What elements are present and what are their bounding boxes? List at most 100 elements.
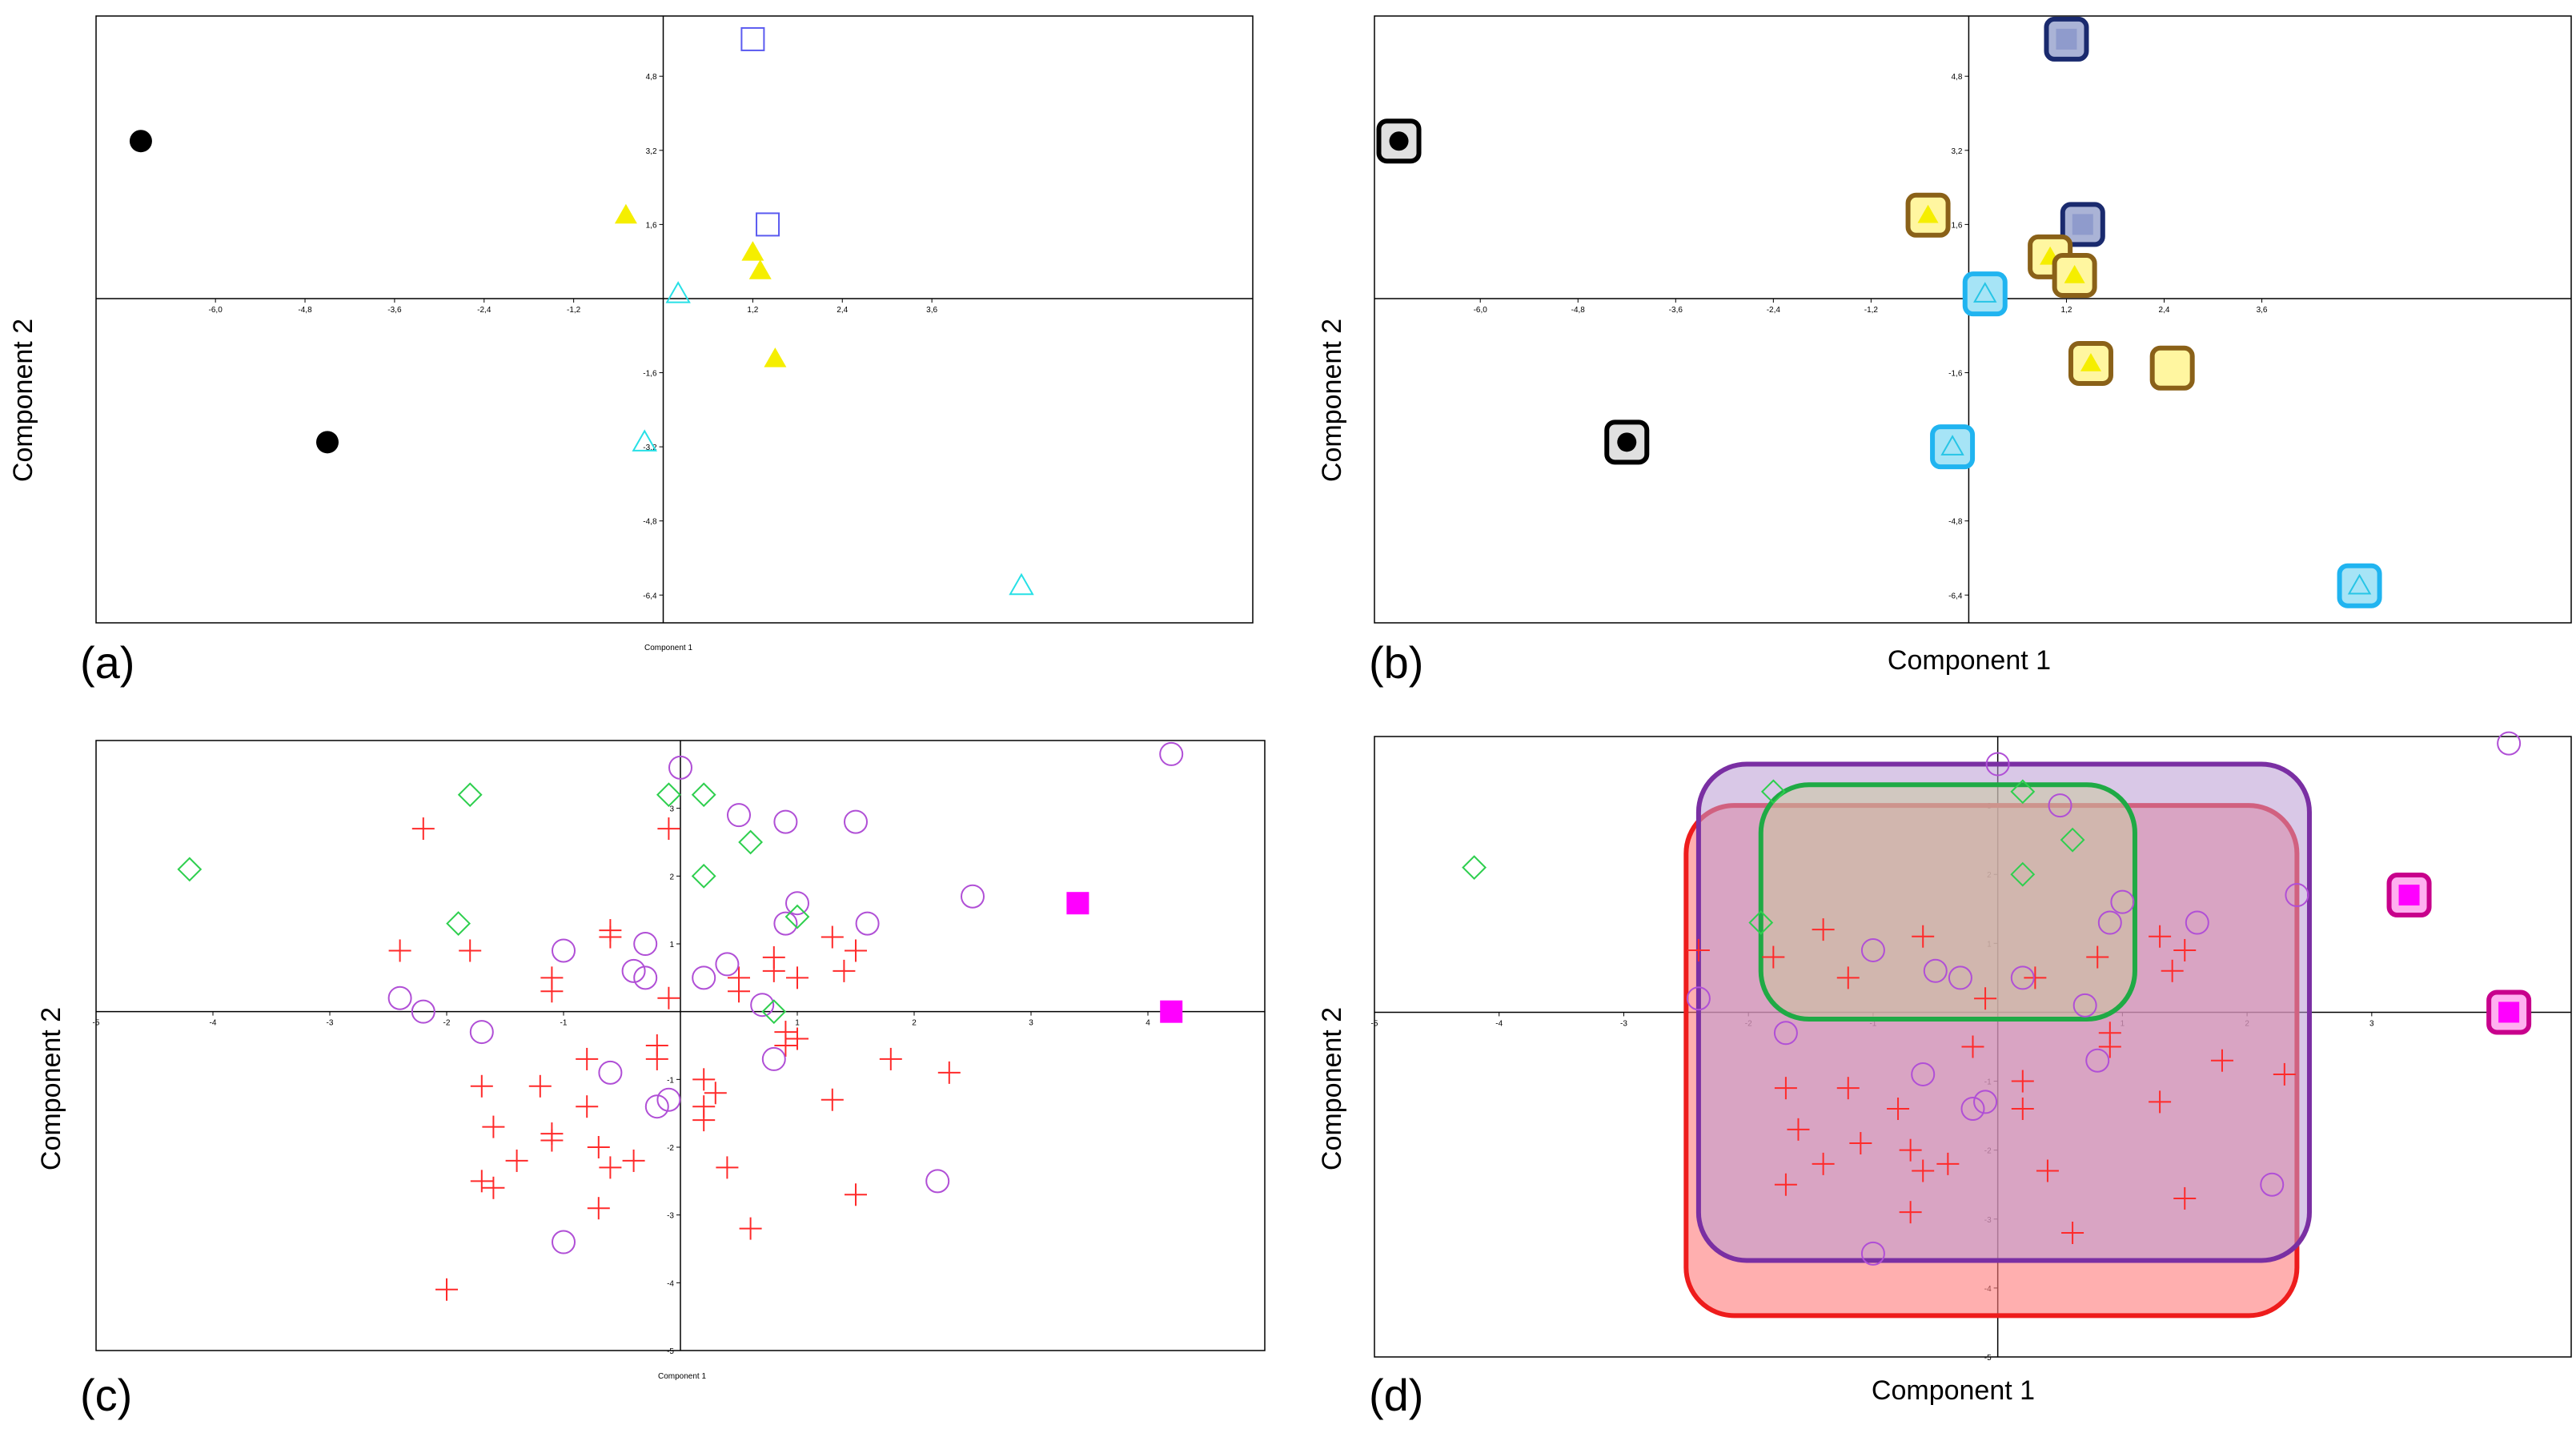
data-point	[1686, 986, 1711, 1011]
data-point	[665, 281, 691, 303]
y-tick-label: 2	[669, 873, 674, 881]
x-tick-label: 2,4	[837, 306, 848, 315]
data-point	[761, 1046, 786, 1071]
data-point	[937, 1061, 961, 1084]
data-point	[2497, 731, 2522, 756]
y-axis-label-b: Component 2	[1317, 319, 1347, 482]
data-point	[762, 959, 785, 982]
data-point	[1159, 741, 1184, 766]
y-tick-label: -2	[667, 1144, 674, 1153]
highlight-box	[2337, 563, 2382, 608]
data-point	[2273, 1062, 2296, 1086]
x-tick-label: -4,8	[1571, 306, 1586, 315]
data-point	[844, 809, 868, 834]
data-point	[2064, 265, 2085, 283]
x-tick-label: -5	[93, 1019, 100, 1028]
y-tick-label: -3	[667, 1212, 674, 1221]
data-point	[821, 925, 844, 949]
x-axis-label-b: Component 1	[1888, 645, 2051, 676]
data-point	[2080, 352, 2101, 371]
data-point	[925, 1169, 950, 1194]
data-point	[855, 911, 880, 936]
data-point	[656, 1087, 681, 1112]
y-tick-label: -1,6	[1948, 370, 1963, 379]
panel-label-c: (c)	[80, 1370, 132, 1420]
data-point	[784, 904, 810, 929]
data-point	[761, 999, 787, 1025]
data-point	[587, 1197, 610, 1220]
plot-frame	[1374, 15, 2572, 624]
data-point	[1836, 966, 1860, 989]
data-point	[1936, 1152, 1960, 1175]
data-point	[2285, 883, 2309, 908]
data-point	[446, 911, 471, 937]
data-point	[1774, 1077, 1797, 1100]
data-point	[645, 1047, 668, 1070]
panel-label-b: (b)	[1369, 637, 1423, 688]
data-point	[2072, 214, 2093, 235]
data-point	[599, 1156, 622, 1179]
data-point	[2173, 1186, 2197, 1210]
data-point	[2498, 1001, 2520, 1023]
data-point	[2098, 1035, 2121, 1058]
data-point	[1160, 1000, 1183, 1023]
y-tick-label: 1,6	[1952, 221, 1963, 230]
data-point	[435, 1278, 458, 1301]
data-point	[756, 212, 780, 237]
data-point	[1687, 938, 1710, 961]
data-point	[552, 938, 576, 963]
data-point	[2097, 910, 2122, 935]
x-tick-label: -1	[560, 1019, 568, 1028]
data-point	[2260, 1172, 2285, 1197]
data-point	[668, 755, 692, 780]
x-tick-label: -1,2	[567, 306, 581, 315]
data-point	[1773, 1021, 1798, 1046]
data-point	[961, 884, 985, 909]
data-point	[2149, 925, 2172, 948]
data-point	[1462, 855, 1487, 881]
data-point	[621, 958, 646, 983]
data-point	[727, 803, 751, 828]
x-tick-label: -4	[1495, 1019, 1503, 1028]
data-point	[1860, 1241, 1885, 1266]
data-point	[1762, 945, 1785, 969]
panel-label-a: (a)	[80, 637, 134, 688]
data-point	[1748, 910, 1774, 935]
data-point	[1912, 925, 1935, 948]
data-point	[1948, 965, 1972, 990]
data-point	[1066, 892, 1089, 915]
data-point	[1860, 937, 1885, 962]
data-point	[879, 1047, 902, 1070]
data-point	[614, 203, 637, 224]
data-point	[2056, 28, 2077, 50]
x-tick-label: 1	[795, 1019, 800, 1028]
data-point	[2085, 1048, 2110, 1073]
data-point	[1973, 282, 1997, 303]
x-tick-label: 2,4	[2159, 306, 2170, 315]
x-tick-label: 2	[912, 1019, 917, 1028]
data-point	[691, 863, 716, 889]
data-point	[411, 817, 435, 841]
data-point	[633, 932, 658, 956]
x-tick-label: -3,6	[387, 306, 402, 315]
data-point	[552, 1230, 576, 1254]
x-tick-label: 1,2	[2061, 306, 2072, 315]
y-tick-label: -1,6	[643, 370, 657, 379]
y-tick-label: -4,8	[643, 518, 657, 527]
x-tick-label: -2,4	[1767, 306, 1781, 315]
cluster-region-green	[1758, 782, 2137, 1022]
data-point	[2161, 959, 2184, 982]
data-point	[316, 431, 339, 454]
data-point	[1812, 918, 1835, 941]
data-point	[2110, 889, 2135, 914]
data-point	[2061, 1222, 2084, 1244]
y-tick-label: 3	[669, 805, 674, 814]
data-point	[1774, 1173, 1797, 1196]
data-point	[1849, 1132, 1872, 1155]
x-tick-label: 3,6	[2257, 306, 2268, 315]
data-point	[576, 1095, 599, 1118]
data-point	[1787, 1118, 1810, 1141]
data-point	[482, 1176, 505, 1199]
data-point	[1899, 1138, 1922, 1162]
